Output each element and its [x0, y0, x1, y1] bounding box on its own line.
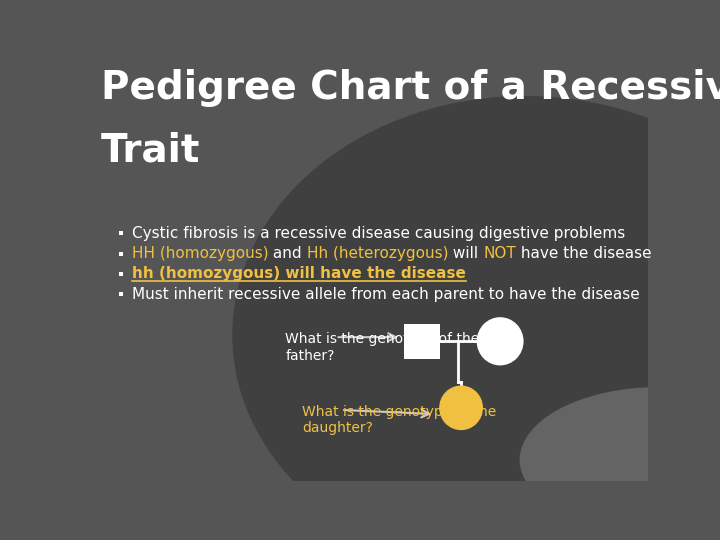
Text: hh (homozygous) will have the disease: hh (homozygous) will have the disease: [132, 266, 466, 281]
Text: Hh (heterozygous): Hh (heterozygous): [307, 246, 449, 261]
Text: will: will: [449, 246, 483, 261]
Text: What is the genotype of the
daughter?: What is the genotype of the daughter?: [302, 405, 496, 435]
Ellipse shape: [440, 386, 482, 429]
Ellipse shape: [233, 96, 720, 540]
Text: and: and: [269, 246, 307, 261]
Text: Trait: Trait: [101, 131, 201, 170]
Text: Cystic fibrosis is a recessive disease causing digestive problems: Cystic fibrosis is a recessive disease c…: [132, 226, 625, 241]
Ellipse shape: [520, 387, 720, 532]
Text: What is the genotype of the
father?: What is the genotype of the father?: [285, 333, 480, 363]
Text: have the disease: have the disease: [516, 246, 652, 261]
Text: HH (homozygous): HH (homozygous): [132, 246, 269, 261]
Text: Must inherit recessive allele from each parent to have the disease: Must inherit recessive allele from each …: [132, 287, 639, 302]
Bar: [404, 323, 440, 359]
Text: NOT: NOT: [483, 246, 516, 261]
Ellipse shape: [477, 317, 523, 366]
Text: Pedigree Chart of a Recessive: Pedigree Chart of a Recessive: [101, 69, 720, 107]
